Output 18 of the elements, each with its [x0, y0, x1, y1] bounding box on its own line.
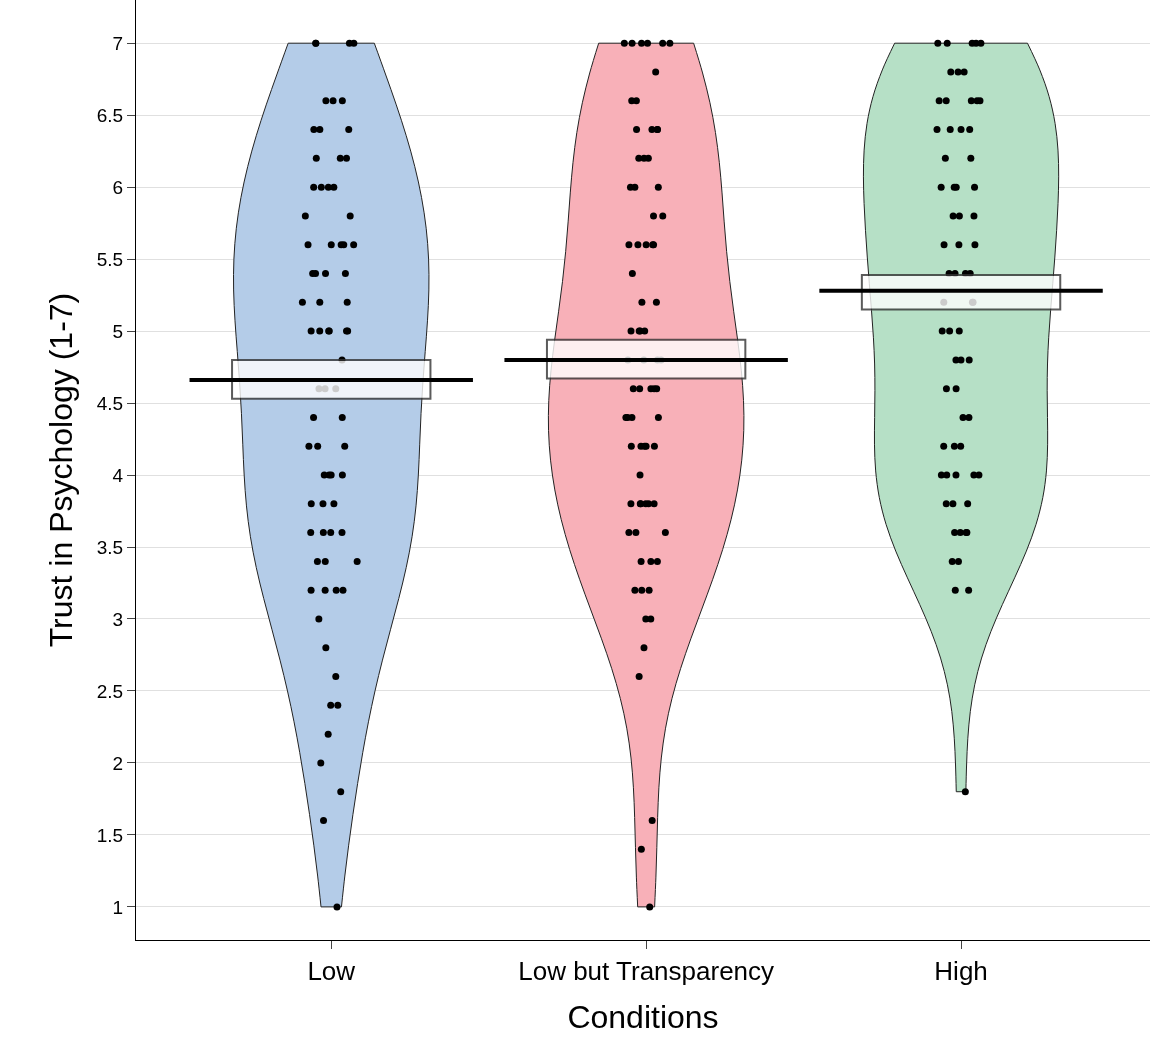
- y-tick-label: 5.5: [96, 248, 124, 270]
- y-tick-label: 2.5: [96, 680, 124, 702]
- x-tick-label: Low: [307, 956, 356, 987]
- y-tick-label: 2: [112, 752, 124, 774]
- y-tick-label: 6: [112, 176, 124, 198]
- x-tick-label: Low but Transparency: [518, 956, 775, 987]
- x-tick-label: High: [934, 956, 988, 987]
- y-tick-label: 7: [112, 32, 124, 54]
- y-tick-label: 1: [112, 896, 124, 918]
- y-tick-label: 4: [112, 464, 124, 486]
- x-axis-title: Conditions: [567, 999, 719, 1036]
- y-tick-label: 5: [112, 320, 124, 342]
- y-tick-label: 1.5: [96, 824, 124, 846]
- y-tick-label: 4.5: [96, 392, 124, 414]
- y-tick-label: 3: [112, 608, 124, 630]
- y-tick-label: 6.5: [96, 104, 124, 126]
- y-tick-label: 3.5: [96, 536, 124, 558]
- y-axis-title: Trust in Psychology (1-7): [43, 292, 80, 648]
